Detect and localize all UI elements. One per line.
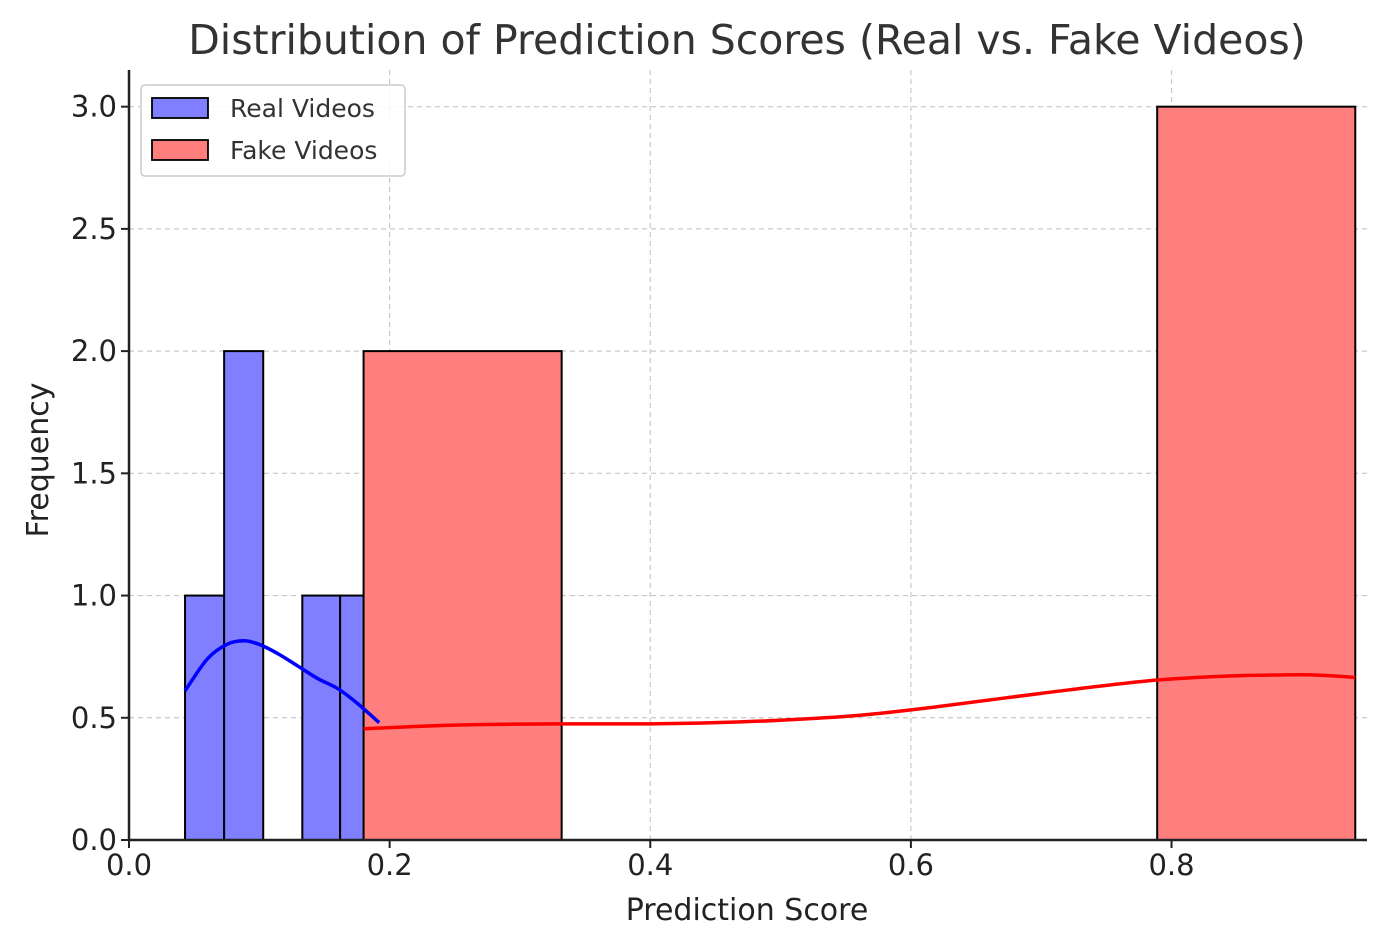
x-axis-label: Prediction Score	[626, 893, 869, 928]
x-tick-label: 0.0	[106, 848, 152, 882]
y-tick-label: 0.5	[71, 701, 117, 735]
legend-swatch-real	[151, 97, 209, 119]
legend-label-real: Real Videos	[230, 94, 375, 123]
bar-real-videos	[301, 594, 342, 841]
x-tick-label: 0.8	[1148, 848, 1194, 882]
kde-curves	[183, 639, 1356, 731]
x-tick-label: 0.2	[367, 848, 413, 882]
y-tick-label: 1.0	[71, 579, 117, 613]
legend-label-fake: Fake Videos	[230, 136, 377, 165]
y-tick-label: 3.0	[71, 90, 117, 124]
y-axis-label: Frequency	[21, 383, 56, 538]
axes	[127, 70, 1367, 842]
y-tick-label: 1.5	[71, 456, 117, 490]
legend-swatch-fake	[151, 139, 209, 161]
histogram-bars	[184, 105, 1357, 841]
kde-fake-videos	[363, 673, 1356, 731]
y-tick-label: 0.0	[71, 823, 117, 857]
kde-real-videos	[183, 639, 381, 724]
bar-fake-videos	[1156, 105, 1357, 841]
x-tick-label: 0.4	[627, 848, 673, 882]
bar-fake-videos	[362, 350, 563, 841]
x-tick-label: 0.6	[888, 848, 934, 882]
chart-title: Distribution of Prediction Scores (Real …	[188, 16, 1306, 64]
y-tick-label: 2.0	[71, 334, 117, 368]
legend: Real Videos Fake Videos	[140, 84, 406, 177]
y-tick-label: 2.5	[71, 212, 117, 246]
tick-labels: 0.0 0.2 0.4 0.6 0.8 0.0 0.5 1.0 1.5 2.0 2.5 3.0	[71, 90, 1195, 882]
bar-real-videos	[184, 594, 226, 841]
bar-real-videos	[223, 350, 265, 841]
